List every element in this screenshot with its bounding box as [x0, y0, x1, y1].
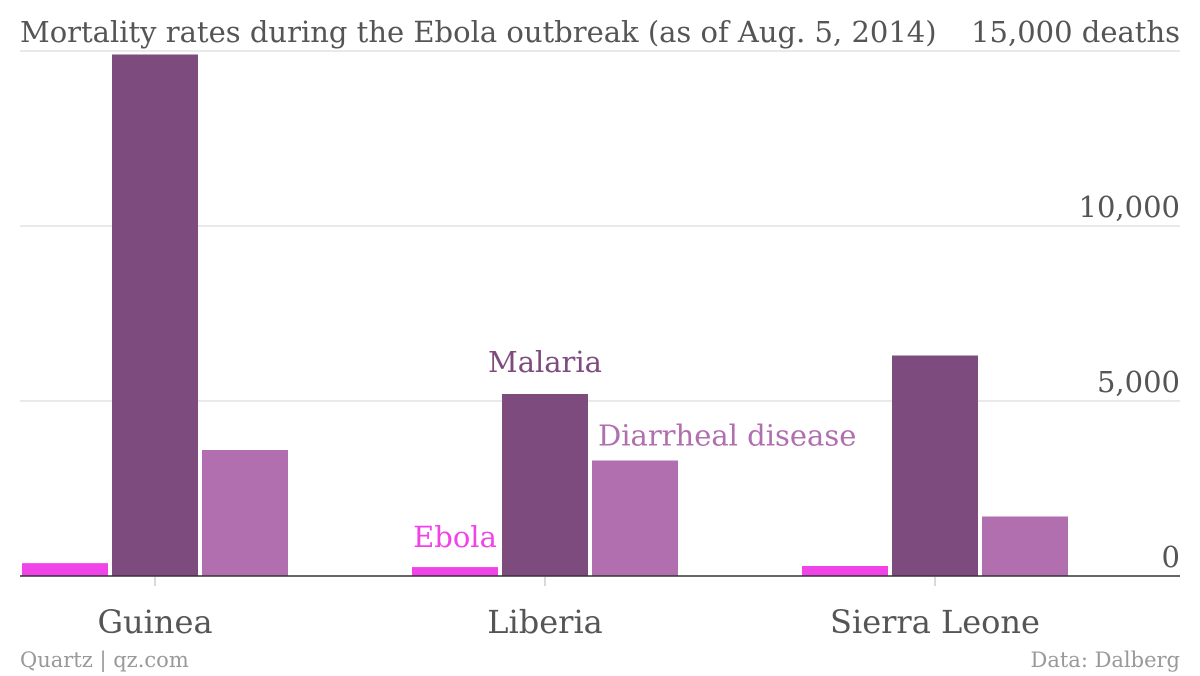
bar-diarrheal-guinea	[202, 450, 288, 576]
bar-malaria-liberia	[502, 394, 588, 576]
y-tick-label: 10,000	[1079, 190, 1180, 224]
series-label-ebola: Ebola	[413, 520, 497, 554]
gridlines	[20, 50, 1180, 402]
x-axis-category-labels: Guinea Liberia Sierra Leone	[97, 603, 1039, 641]
x-category-label: Guinea	[97, 603, 212, 641]
x-category-label: Sierra Leone	[830, 603, 1040, 641]
data-source: Data: Dalberg	[1031, 648, 1181, 672]
y-tick-label: 5,000	[1097, 365, 1180, 399]
bars	[22, 54, 1068, 576]
source-credit: Quartz | qz.com	[20, 648, 189, 673]
bar-ebola-sierra-leone	[802, 565, 888, 576]
bar-diarrheal-sierra-leone	[982, 516, 1068, 576]
bar-ebola-liberia	[412, 567, 498, 576]
bar-ebola-guinea	[22, 563, 108, 576]
series-labels: Ebola Malaria Diarrheal disease	[413, 345, 856, 554]
y-axis-tick-labels: 0 5,000 10,000 15,000 deaths	[971, 15, 1180, 574]
series-label-malaria: Malaria	[488, 345, 602, 379]
bar-diarrheal-liberia	[592, 460, 678, 576]
x-category-label: Liberia	[487, 603, 603, 641]
bar-malaria-sierra-leone	[892, 355, 978, 576]
chart-title: Mortality rates during the Ebola outbrea…	[20, 15, 937, 49]
series-label-diarrheal: Diarrheal disease	[598, 419, 856, 453]
y-tick-label: 0	[1162, 540, 1180, 574]
y-tick-label: 15,000 deaths	[971, 15, 1180, 49]
bar-malaria-guinea	[112, 54, 198, 576]
x-axis-ticks	[154, 577, 936, 586]
